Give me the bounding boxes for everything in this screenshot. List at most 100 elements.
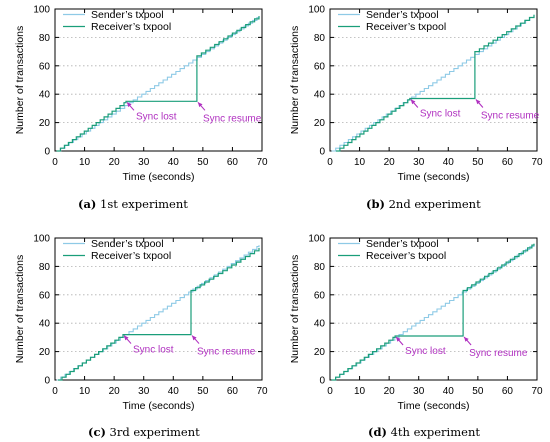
y-tick-label: 40 [39,319,51,330]
y-tick-label: 40 [314,319,326,330]
x-tick-label: 20 [384,386,396,397]
y-axis-label: Number of transactions [14,26,26,135]
x-tick-label: 30 [138,386,150,397]
sync-lost-arrow-head [126,102,132,108]
y-tick-label: 80 [39,262,51,273]
series-receiver-line [56,16,260,152]
x-axis-label: Time (seconds) [398,171,470,183]
caption-b-label: (b) [366,197,385,211]
x-tick-label: 30 [413,157,425,168]
chart-panel-c: 0 20 40 60 80 100 0 10 20 30 40 50 60 70 Time (seconds… [14,234,268,413]
y-tick-label: 100 [308,5,325,16]
sync-lost-arrow-head [124,335,129,341]
x-tick-label: 0 [327,157,333,168]
y-tick-label: 20 [39,347,51,358]
x-tick-label: 40 [443,157,455,168]
caption-a-label: (a) [78,197,97,211]
sync-lost-arrow-head [396,336,401,342]
plot-frame [329,237,538,381]
y-tick-label: 0 [44,147,50,158]
x-tick-label: 20 [384,157,396,168]
sync-lost-label: Sync lost [136,111,177,122]
sync-lost-label: Sync lost [420,108,461,119]
caption-d: (d) 4th experiment [368,425,480,439]
y-axis-label: Number of transactions [14,255,26,364]
x-tick-label: 60 [502,157,514,168]
caption-b: (b) 2nd experiment [366,197,481,211]
x-tick-label: 50 [197,386,209,397]
chart-panel-d: 0 20 40 60 80 100 0 10 20 30 40 50 60 70 Time (seconds… [289,234,543,413]
x-tick-label: 40 [168,157,180,168]
sync-lost-label: Sync lost [405,346,446,357]
x-tick-label: 60 [502,386,514,397]
x-tick-label: 40 [168,386,180,397]
chart-panel-b: 0 20 40 60 80 100 0 10 20 30 40 50 60 70 Time (seconds… [289,5,543,184]
y-tick-label: 80 [314,33,326,44]
sync-resume-label: Sync resume [197,347,256,358]
plot-frame [54,237,263,381]
sync-resume-label: Sync resume [203,113,262,124]
plot-frame [54,8,263,152]
caption-d-text: 4th experiment [390,425,480,439]
y-tick-label: 80 [314,262,326,273]
caption-a-text: 1st experiment [100,197,188,211]
series-receiver-line [335,14,535,152]
legend-sender-label: Sender’s txpool [366,238,439,250]
x-tick-label: 20 [109,157,121,168]
y-tick-label: 0 [319,147,325,158]
legend-receiver-label: Receiver’s txpool [366,250,446,262]
series-receiver-line [331,243,535,381]
series-receiver-line [58,247,260,381]
y-tick-label: 0 [319,376,325,387]
y-tick-label: 100 [33,234,50,245]
y-tick-label: 60 [314,290,326,301]
x-tick-label: 70 [256,157,268,168]
sync-resume-label: Sync resume [481,110,540,121]
caption-d-label: (d) [368,425,387,439]
y-tick-label: 40 [39,90,51,101]
legend-receiver-label: Receiver’s txpool [91,21,171,33]
x-tick-label: 10 [79,157,91,168]
y-axis-label: Number of transactions [289,26,301,135]
x-tick-label: 30 [138,157,150,168]
x-tick-label: 50 [472,386,484,397]
sync-resume-arrow-head [464,336,469,342]
caption-a: (a) 1st experiment [78,197,188,211]
y-axis-label: Number of transactions [289,255,301,364]
x-tick-label: 50 [197,157,209,168]
x-tick-label: 0 [327,386,333,397]
x-tick-label: 70 [256,386,268,397]
x-tick-label: 40 [443,386,455,397]
sync-resume-arrow-head [192,335,197,341]
legend-receiver-label: Receiver’s txpool [366,21,446,33]
y-tick-label: 60 [314,61,326,72]
y-tick-label: 60 [39,61,51,72]
x-tick-label: 60 [227,157,239,168]
x-tick-label: 0 [52,157,58,168]
x-tick-label: 70 [531,157,543,168]
y-tick-label: 60 [39,290,51,301]
chart-panel-a: 0 20 40 60 80 100 0 10 20 30 40 50 60 70 Time (seconds… [14,5,268,184]
x-axis-label: Time (seconds) [123,400,195,412]
y-tick-label: 100 [33,5,50,16]
sync-resume-arrow-head [475,99,481,105]
caption-c-label: (c) [88,425,106,439]
y-tick-label: 20 [39,118,51,129]
y-tick-label: 20 [314,118,326,129]
x-tick-label: 10 [79,386,91,397]
x-tick-label: 30 [413,386,425,397]
x-tick-label: 10 [354,157,366,168]
x-tick-label: 0 [52,386,58,397]
sync-resume-label: Sync resume [469,348,528,359]
x-tick-label: 60 [227,386,239,397]
x-axis-label: Time (seconds) [398,400,470,412]
caption-c-text: 3rd experiment [109,425,200,439]
y-tick-label: 0 [44,376,50,387]
y-tick-label: 20 [314,347,326,358]
legend-sender-label: Sender’s txpool [91,9,164,21]
legend-sender-label: Sender’s txpool [91,238,164,250]
x-axis-label: Time (seconds) [123,171,195,183]
plot-frame [329,8,538,152]
caption-b-text: 2nd experiment [388,197,481,211]
